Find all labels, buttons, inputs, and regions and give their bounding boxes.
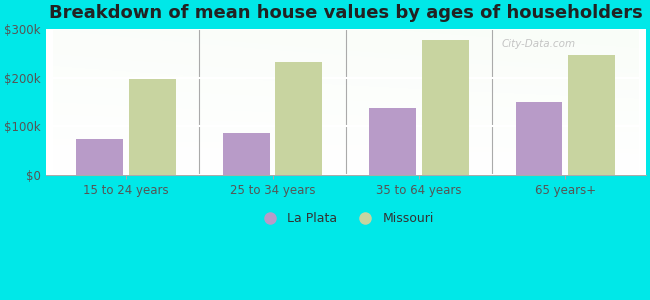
Bar <box>515 102 562 175</box>
Bar <box>568 55 615 175</box>
Bar <box>77 139 124 175</box>
Bar <box>276 62 322 175</box>
Bar <box>369 108 416 175</box>
Bar <box>223 133 270 175</box>
Legend: La Plata, Missouri: La Plata, Missouri <box>252 207 439 230</box>
Bar <box>422 40 469 175</box>
Title: Breakdown of mean house values by ages of householders: Breakdown of mean house values by ages o… <box>49 4 643 22</box>
Text: City-Data.com: City-Data.com <box>502 40 576 50</box>
Bar <box>129 79 176 175</box>
